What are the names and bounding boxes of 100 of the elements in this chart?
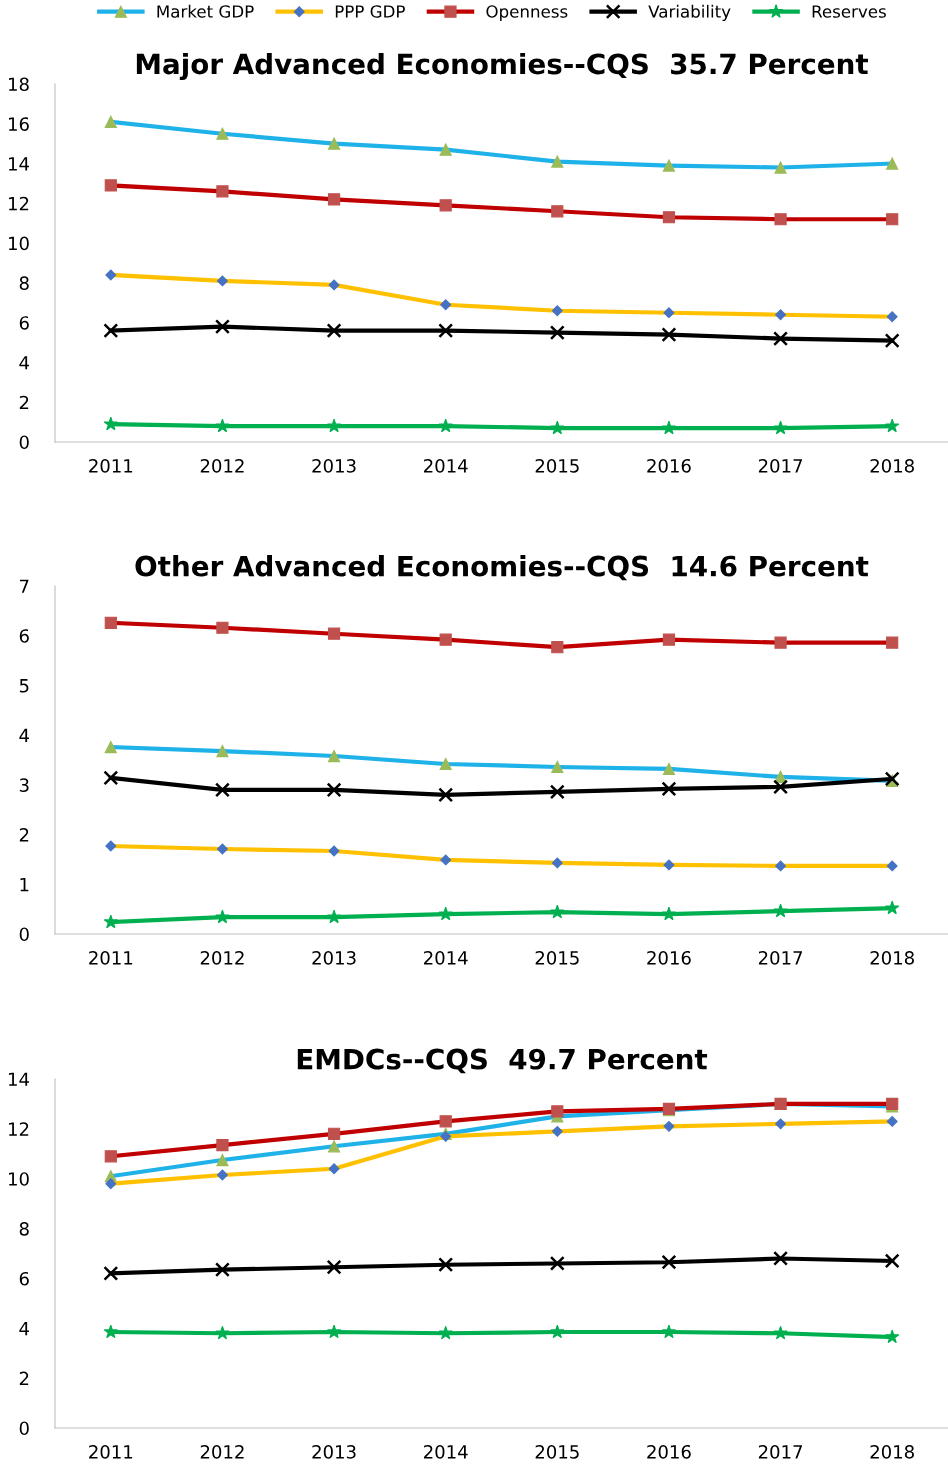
point xyxy=(661,1324,677,1339)
point xyxy=(661,1254,677,1270)
x-tick-label: 2012 xyxy=(200,950,244,965)
point xyxy=(215,1325,230,1340)
x-tick-label: 2011 xyxy=(89,1444,133,1459)
point xyxy=(773,903,788,918)
point xyxy=(215,418,230,433)
y-tick-label: 0 xyxy=(19,1421,29,1436)
legend-label: PPP GDP xyxy=(335,5,405,18)
y-tick-label: 16 xyxy=(9,117,29,131)
legend-label: Variability xyxy=(648,4,731,21)
y-tick-label: 2 xyxy=(19,828,29,842)
x-tick-label: 2012 xyxy=(200,458,244,473)
y-tick-label: 4 xyxy=(19,356,29,370)
x-tick-label: 2013 xyxy=(312,950,356,965)
x-tick-label: 2013 xyxy=(312,458,356,473)
x-tick-label: 2017 xyxy=(758,1444,802,1459)
point xyxy=(661,781,677,797)
y-tick-label: 14 xyxy=(9,1072,29,1086)
point xyxy=(326,1324,342,1339)
point xyxy=(661,906,677,921)
point xyxy=(438,1325,453,1340)
point xyxy=(438,787,454,803)
x-tick-label: 2011 xyxy=(89,950,133,965)
y-tick-label: 6 xyxy=(19,1271,29,1286)
point xyxy=(103,323,119,339)
x-tick-label: 2017 xyxy=(758,458,802,473)
y-tick-label: 0 xyxy=(19,927,29,942)
y-tick-label: 2 xyxy=(19,395,29,410)
x-tick-label: 2015 xyxy=(535,950,579,965)
y-tick-label: 6 xyxy=(19,316,29,330)
point xyxy=(773,779,789,795)
point xyxy=(549,784,565,800)
point xyxy=(214,319,230,335)
point xyxy=(326,1259,342,1275)
x-tick-label: 2017 xyxy=(758,950,802,965)
point xyxy=(885,900,900,915)
point xyxy=(884,1253,900,1269)
point xyxy=(885,418,900,433)
legend-label: Market GDP xyxy=(157,4,254,18)
y-tick-label: 18 xyxy=(9,77,29,92)
x-tick-label: 2013 xyxy=(312,1444,356,1459)
chart-title: Major Advanced Economies--CQS 35.7 Percent xyxy=(136,52,869,80)
point xyxy=(773,331,789,347)
point xyxy=(438,418,453,433)
chart-title: Other Advanced Economies--CQS 14.6 Percent xyxy=(135,555,869,581)
chart-title: EMDCs--CQS 49.7 Percent xyxy=(297,1048,708,1074)
point xyxy=(550,904,565,919)
y-tick-label: 2 xyxy=(19,1371,29,1385)
point xyxy=(103,1265,119,1281)
point xyxy=(326,418,342,433)
point xyxy=(326,782,342,798)
point xyxy=(550,1324,565,1339)
y-tick-label: 10 xyxy=(9,236,29,251)
x-tick-label: 2015 xyxy=(535,458,579,473)
point xyxy=(103,914,118,929)
y-tick-label: 14 xyxy=(9,157,29,171)
x-tick-label: 2018 xyxy=(870,458,914,473)
legend-label: Reserves xyxy=(812,5,886,18)
y-tick-label: 10 xyxy=(9,1172,29,1186)
x-tick-label: 2016 xyxy=(647,458,691,473)
point xyxy=(885,1329,900,1344)
y-tick-label: 12 xyxy=(9,1122,29,1136)
y-tick-label: 12 xyxy=(9,196,29,211)
x-tick-label: 2018 xyxy=(870,950,914,965)
point xyxy=(773,420,788,435)
point xyxy=(550,420,565,435)
point xyxy=(215,909,230,924)
point xyxy=(773,1250,789,1266)
point xyxy=(661,420,677,435)
point xyxy=(326,323,342,339)
point xyxy=(661,327,677,343)
point xyxy=(438,323,454,339)
y-tick-label: 8 xyxy=(19,276,29,291)
y-tick-label: 4 xyxy=(19,1321,29,1336)
x-tick-label: 2014 xyxy=(424,950,468,965)
point xyxy=(326,909,342,924)
point xyxy=(549,325,565,341)
y-tick-label: 5 xyxy=(19,679,29,693)
x-tick-label: 2016 xyxy=(647,1444,691,1459)
y-tick-label: 7 xyxy=(19,579,29,593)
point xyxy=(438,1257,454,1273)
y-tick-label: 3 xyxy=(19,778,29,792)
y-tick-label: 8 xyxy=(19,1222,29,1236)
point xyxy=(214,782,230,798)
x-tick-label: 2012 xyxy=(200,1444,244,1459)
x-tick-label: 2016 xyxy=(647,950,691,965)
point xyxy=(103,416,118,431)
x-tick-label: 2018 xyxy=(870,1444,914,1459)
y-tick-label: 1 xyxy=(20,877,29,892)
point xyxy=(884,333,900,349)
y-tick-label: 4 xyxy=(19,728,29,742)
point xyxy=(773,1325,788,1340)
x-tick-label: 2014 xyxy=(424,1444,468,1459)
legend-label: Openness xyxy=(486,5,568,21)
point xyxy=(103,770,119,786)
x-tick-label: 2014 xyxy=(424,458,468,473)
point xyxy=(214,1262,230,1278)
y-tick-label: 6 xyxy=(19,629,29,643)
x-tick-label: 2015 xyxy=(535,1444,579,1459)
